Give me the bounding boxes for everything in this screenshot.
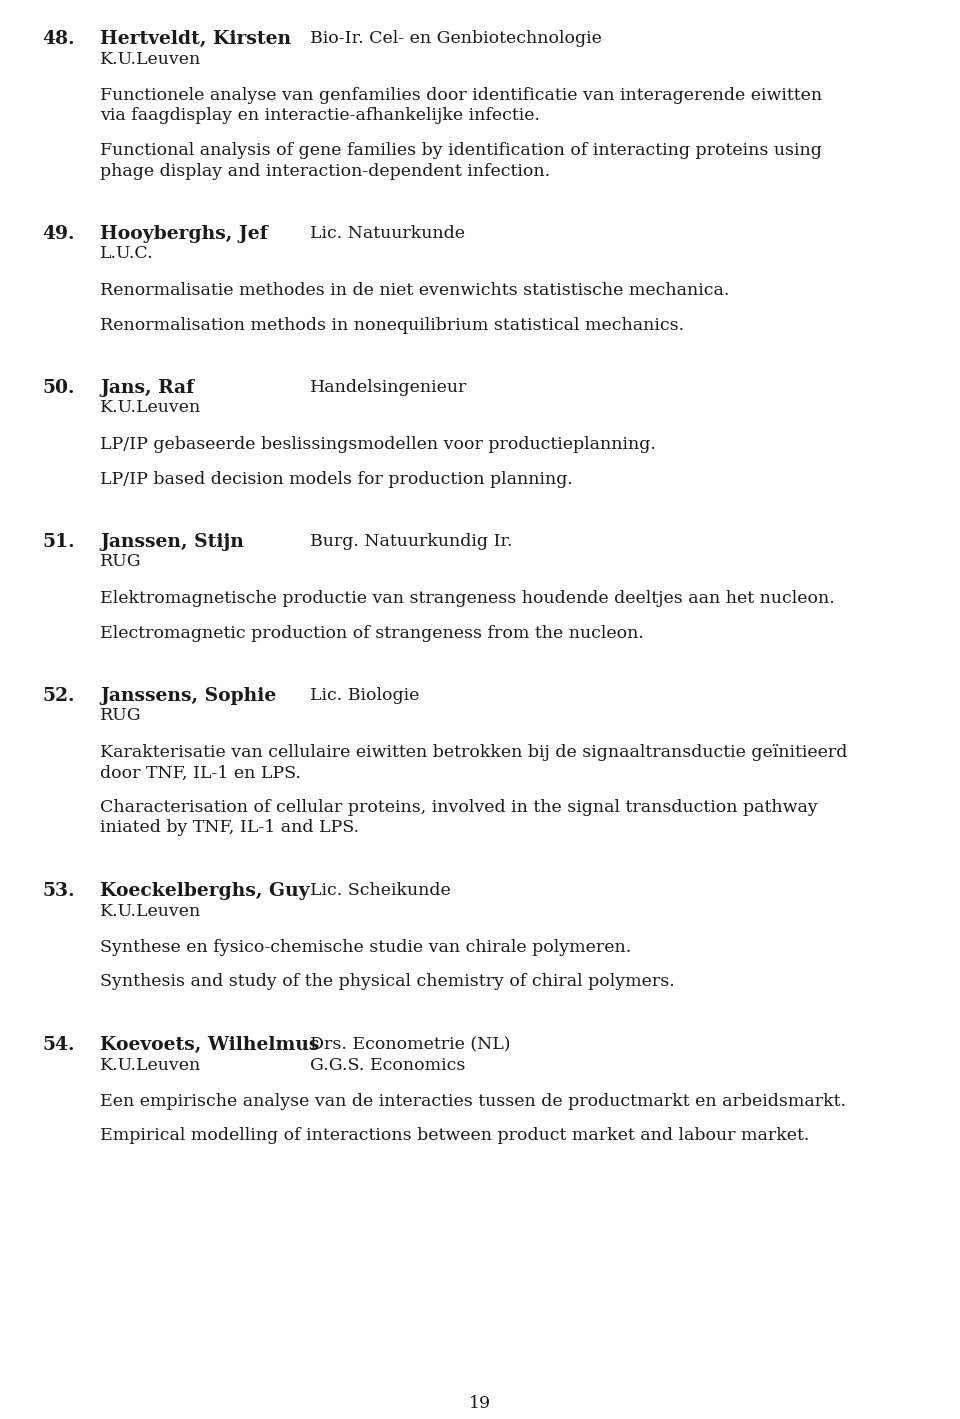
Text: K.U.Leuven: K.U.Leuven <box>100 902 202 920</box>
Text: Renormalisatie methodes in de niet evenwichts statistische mechanica.: Renormalisatie methodes in de niet evenw… <box>100 282 730 299</box>
Text: Handelsingenieur: Handelsingenieur <box>310 379 468 396</box>
Text: Jans, Raf: Jans, Raf <box>100 379 194 397</box>
Text: K.U.Leuven: K.U.Leuven <box>100 400 202 417</box>
Text: door TNF, IL-1 en LPS.: door TNF, IL-1 en LPS. <box>100 765 301 782</box>
Text: RUG: RUG <box>100 553 142 570</box>
Text: via faagdisplay en interactie-afhankelijke infectie.: via faagdisplay en interactie-afhankelij… <box>100 108 540 125</box>
Text: Drs. Econometrie (NL): Drs. Econometrie (NL) <box>310 1036 511 1053</box>
Text: Koeckelberghs, Guy: Koeckelberghs, Guy <box>100 883 310 900</box>
Text: Karakterisatie van cellulaire eiwitten betrokken bij de signaaltransductie geïni: Karakterisatie van cellulaire eiwitten b… <box>100 744 848 761</box>
Text: Janssens, Sophie: Janssens, Sophie <box>100 687 276 705</box>
Text: LP/IP based decision models for production planning.: LP/IP based decision models for producti… <box>100 471 573 488</box>
Text: G.G.S. Economics: G.G.S. Economics <box>310 1057 466 1074</box>
Text: Functionele analyse van genfamilies door identificatie van interagerende eiwitte: Functionele analyse van genfamilies door… <box>100 87 822 104</box>
Text: Elektromagnetische productie van strangeness houdende deeltjes aan het nucleon.: Elektromagnetische productie van strange… <box>100 590 835 607</box>
Text: iniated by TNF, IL-1 and LPS.: iniated by TNF, IL-1 and LPS. <box>100 820 359 836</box>
Text: K.U.Leuven: K.U.Leuven <box>100 51 202 68</box>
Text: Janssen, Stijn: Janssen, Stijn <box>100 534 244 551</box>
Text: Bio-Ir. Cel- en Genbiotechnologie: Bio-Ir. Cel- en Genbiotechnologie <box>310 30 602 47</box>
Text: Lic. Natuurkunde: Lic. Natuurkunde <box>310 226 465 243</box>
Text: Hertveldt, Kirsten: Hertveldt, Kirsten <box>100 30 291 48</box>
Text: Lic. Biologie: Lic. Biologie <box>310 687 420 704</box>
Text: Lic. Scheikunde: Lic. Scheikunde <box>310 883 451 900</box>
Text: L.U.C.: L.U.C. <box>100 245 154 263</box>
Text: phage display and interaction-dependent infection.: phage display and interaction-dependent … <box>100 163 550 179</box>
Text: Synthesis and study of the physical chemistry of chiral polymers.: Synthesis and study of the physical chem… <box>100 973 675 990</box>
Text: Een empirische analyse van de interacties tussen de productmarkt en arbeidsmarkt: Een empirische analyse van de interactie… <box>100 1093 846 1110</box>
Text: LP/IP gebaseerde beslissingsmodellen voor productieplanning.: LP/IP gebaseerde beslissingsmodellen voo… <box>100 436 656 453</box>
Text: 54.: 54. <box>42 1036 75 1054</box>
Text: Burg. Natuurkundig Ir.: Burg. Natuurkundig Ir. <box>310 534 513 551</box>
Text: 19: 19 <box>468 1395 492 1412</box>
Text: Hooyberghs, Jef: Hooyberghs, Jef <box>100 226 268 243</box>
Text: 52.: 52. <box>42 687 75 705</box>
Text: Renormalisation methods in nonequilibrium statistical mechanics.: Renormalisation methods in nonequilibriu… <box>100 316 684 333</box>
Text: 48.: 48. <box>42 30 75 48</box>
Text: Electromagnetic production of strangeness from the nucleon.: Electromagnetic production of strangenes… <box>100 624 644 641</box>
Text: K.U.Leuven: K.U.Leuven <box>100 1057 202 1074</box>
Text: 51.: 51. <box>42 534 75 551</box>
Text: 50.: 50. <box>42 379 75 397</box>
Text: 53.: 53. <box>42 883 75 900</box>
Text: 49.: 49. <box>42 226 75 243</box>
Text: Synthese en fysico-chemische studie van chirale polymeren.: Synthese en fysico-chemische studie van … <box>100 939 632 956</box>
Text: Functional analysis of gene families by identification of interacting proteins u: Functional analysis of gene families by … <box>100 142 822 159</box>
Text: Koevoets, Wilhelmus: Koevoets, Wilhelmus <box>100 1036 320 1054</box>
Text: Empirical modelling of interactions between product market and labour market.: Empirical modelling of interactions betw… <box>100 1128 809 1145</box>
Text: RUG: RUG <box>100 708 142 725</box>
Text: Characterisation of cellular proteins, involved in the signal transduction pathw: Characterisation of cellular proteins, i… <box>100 799 818 816</box>
